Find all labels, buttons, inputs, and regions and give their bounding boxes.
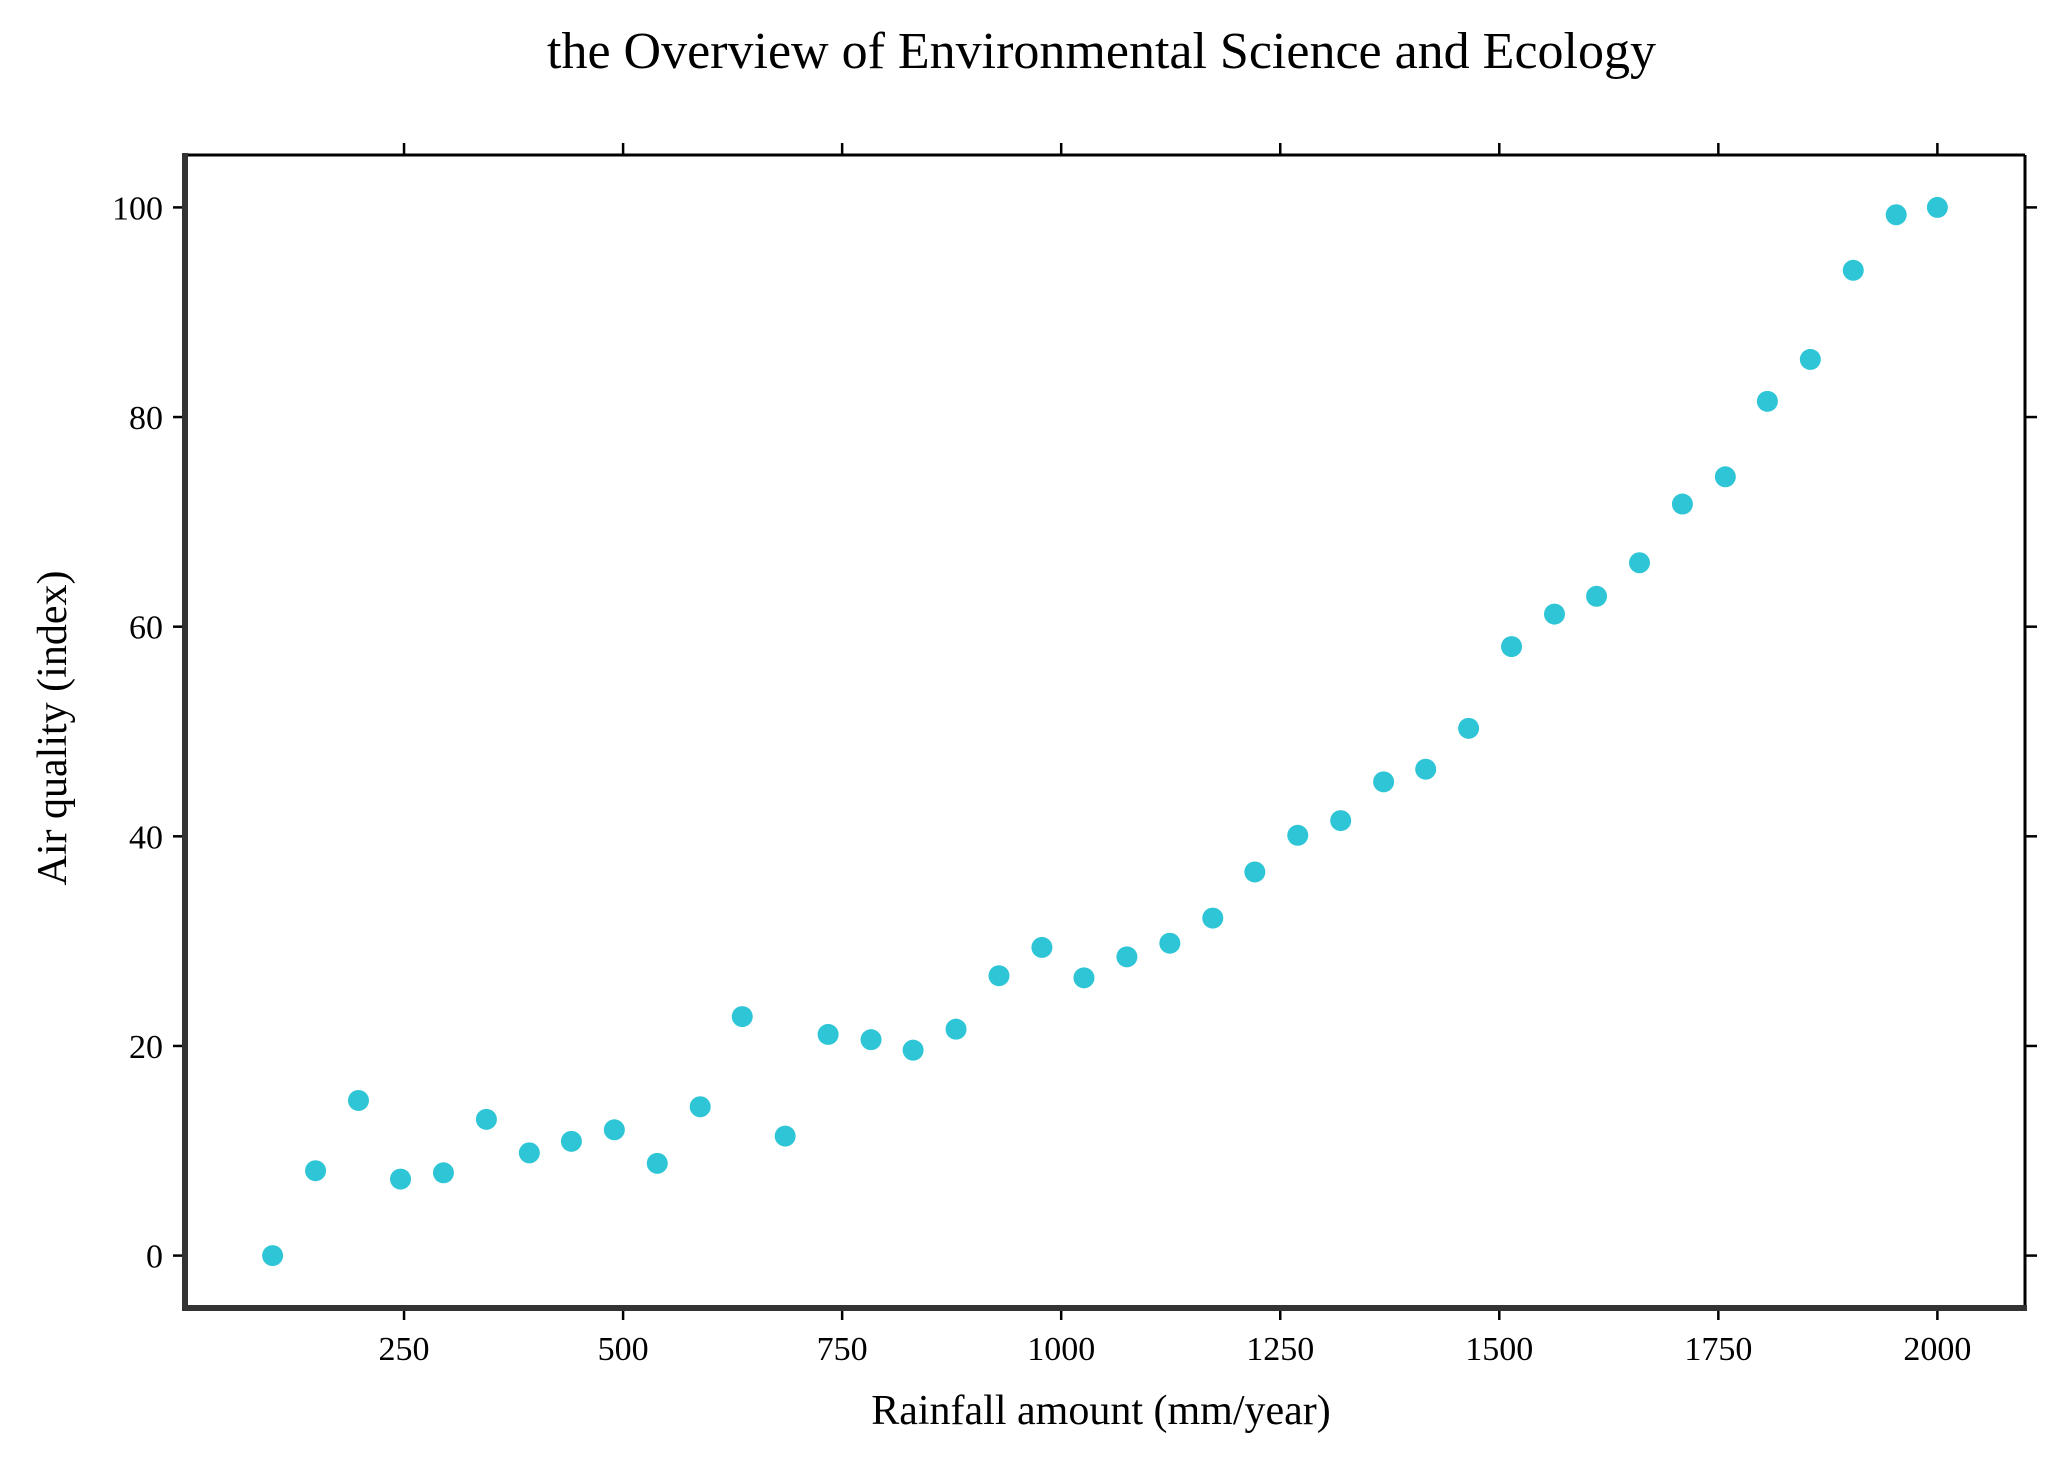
data-point <box>1159 932 1181 954</box>
data-point <box>560 1130 582 1152</box>
data-point <box>1926 196 1948 218</box>
y-axis-label: Air quality (index) <box>30 571 76 886</box>
data-point <box>1330 810 1352 832</box>
y-tick-label: 60 <box>129 610 163 647</box>
x-tick-label: 250 <box>379 1331 430 1368</box>
ticks-layer: 250 500 750 1000 1250 1500 1750 2000 0 20 40 60 80 10… <box>112 143 2037 1368</box>
y-tick-label: 20 <box>129 1029 163 1066</box>
data-point <box>774 1125 796 1147</box>
data-point <box>1543 603 1565 625</box>
data-point <box>1628 552 1650 574</box>
data-point <box>603 1119 625 1141</box>
data-point <box>1714 466 1736 488</box>
points-layer <box>262 196 1948 1267</box>
chart-title: the Overview of Environmental Science an… <box>547 23 1656 80</box>
data-point <box>1586 585 1608 607</box>
data-point <box>1116 946 1138 968</box>
data-point <box>1244 861 1266 883</box>
data-point <box>1756 390 1778 412</box>
data-point <box>1031 936 1053 958</box>
y-tick-label: 40 <box>129 819 163 856</box>
data-point <box>1671 493 1693 515</box>
x-tick-label: 1000 <box>1027 1331 1095 1368</box>
x-axis-label: Rainfall amount (mm/year) <box>871 1388 1331 1434</box>
x-tick-label: 750 <box>817 1331 868 1368</box>
data-point <box>902 1039 924 1061</box>
data-point <box>945 1018 967 1040</box>
x-tick-label: 2000 <box>1903 1331 1971 1368</box>
data-point <box>432 1162 454 1184</box>
x-tick-label: 1250 <box>1246 1331 1314 1368</box>
data-point <box>1287 824 1309 846</box>
y-tick-label: 100 <box>112 190 163 227</box>
x-tick-label: 500 <box>598 1331 649 1368</box>
data-point <box>347 1089 369 1111</box>
data-point <box>390 1168 412 1190</box>
data-point <box>1373 771 1395 793</box>
data-point <box>518 1142 540 1164</box>
data-point <box>1501 636 1523 658</box>
data-point <box>1842 259 1864 281</box>
data-point <box>689 1096 711 1118</box>
data-point <box>817 1023 839 1045</box>
data-point <box>1202 907 1224 929</box>
data-point <box>262 1245 284 1267</box>
data-point <box>860 1029 882 1051</box>
x-tick-label: 1500 <box>1465 1331 1533 1368</box>
data-point <box>1885 204 1907 226</box>
data-point <box>731 1006 753 1028</box>
data-point <box>1415 758 1437 780</box>
data-point <box>305 1160 327 1182</box>
data-point <box>1073 967 1095 989</box>
y-tick-label: 0 <box>146 1239 163 1276</box>
data-point <box>1799 348 1821 370</box>
y-tick-label: 80 <box>129 400 163 437</box>
axes-frame <box>182 153 2027 1311</box>
data-point <box>475 1108 497 1130</box>
data-point <box>988 965 1010 987</box>
data-point <box>646 1152 668 1174</box>
data-point <box>1458 717 1480 739</box>
x-tick-label: 1750 <box>1684 1331 1752 1368</box>
